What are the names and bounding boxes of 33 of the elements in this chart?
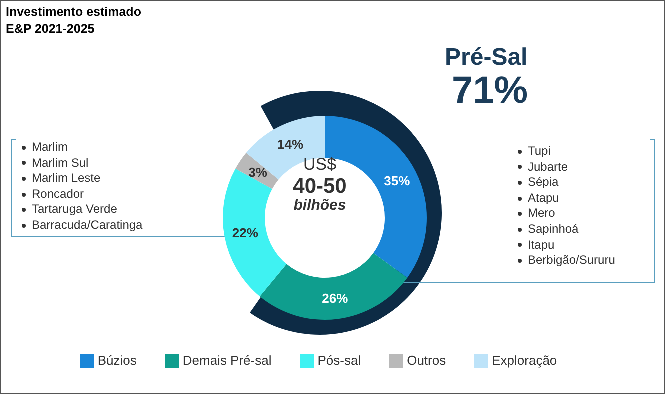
- text: Sépia: [527, 175, 560, 191]
- chart-subtitle: E&P 2021-2025: [6, 21, 96, 38]
- text: Roncador: [31, 186, 86, 202]
- text: bilhões: [292, 196, 348, 214]
- text: Tartaruga Verde: [31, 202, 118, 218]
- legend-label: Exploração: [492, 353, 558, 368]
- text: Sapinhoá: [527, 222, 580, 238]
- text: Mero: [527, 206, 556, 222]
- data-label: 35%: [384, 174, 411, 189]
- text: Itapu: [527, 238, 556, 254]
- data-label: 22%: [232, 226, 259, 241]
- text: Jubarte: [527, 160, 570, 176]
- text: US$: [302, 155, 338, 175]
- legend-label: Demais Pré-sal: [182, 353, 272, 368]
- text: Tupi: [527, 144, 552, 160]
- data-label: 14%: [277, 137, 304, 152]
- data-label: 26%: [322, 290, 349, 306]
- text: Barracuda/Caratinga: [31, 218, 143, 234]
- text: Marlim: [31, 140, 69, 156]
- text: Marlim Leste: [31, 171, 102, 187]
- donut-slice: [260, 253, 408, 320]
- chart-title: Investimento estimado: [6, 4, 142, 21]
- legend-label: Búzios: [98, 353, 137, 368]
- text: Marlim Sul: [31, 156, 90, 172]
- text: Berbigão/Sururu: [527, 253, 616, 269]
- text: 40-50: [292, 174, 348, 198]
- legend-label: Pós-sal: [318, 353, 362, 368]
- text: 71%: [452, 70, 528, 113]
- donut-slice: [223, 168, 287, 297]
- text: Pré-Sal: [445, 44, 528, 72]
- data-label: 3%: [248, 164, 268, 180]
- legend-label: Outros: [407, 353, 446, 368]
- text: Atapu: [527, 190, 560, 206]
